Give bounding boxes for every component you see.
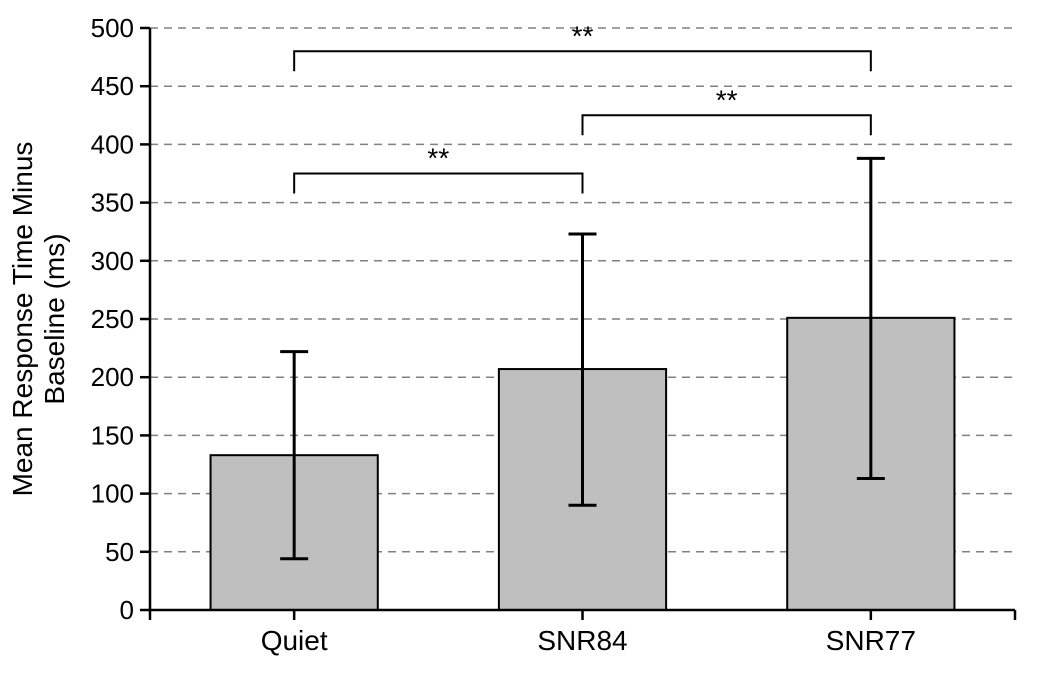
significance-marker: ** <box>716 84 738 115</box>
y-tick-label: 300 <box>91 246 134 276</box>
bar-chart: 0 50 100 150 200 250 300 350 400 450 500 ** ** ** Quie… <box>0 0 1050 682</box>
y-tick-label: 400 <box>91 129 134 159</box>
svg-text:Mean Response Time Minus: Mean Response Time Minus <box>7 142 38 497</box>
svg-text:Baseline (ms): Baseline (ms) <box>39 233 70 404</box>
significance-marker: ** <box>427 143 449 174</box>
chart-svg: 0 50 100 150 200 250 300 350 400 450 500 ** ** ** Quie… <box>0 0 1050 682</box>
y-tick-label: 200 <box>91 362 134 392</box>
y-tick-label: 0 <box>120 595 134 625</box>
significance-bracket <box>294 174 582 194</box>
y-axis-label: Mean Response Time MinusBaseline (ms) <box>7 142 70 497</box>
y-tick-label: 350 <box>91 188 134 218</box>
y-tick-label: 100 <box>91 479 134 509</box>
x-tick-label: Quiet <box>261 625 328 656</box>
y-tick-label: 450 <box>91 71 134 101</box>
significance-bracket <box>583 115 871 135</box>
y-tick-label: 250 <box>91 304 134 334</box>
y-tick-label: 150 <box>91 420 134 450</box>
x-tick-label: SNR77 <box>826 625 916 656</box>
y-tick-label: 500 <box>91 13 134 43</box>
significance-marker: ** <box>572 20 594 51</box>
y-tick-label: 50 <box>105 537 134 567</box>
significance-bracket <box>294 51 871 71</box>
x-tick-label: SNR84 <box>537 625 627 656</box>
